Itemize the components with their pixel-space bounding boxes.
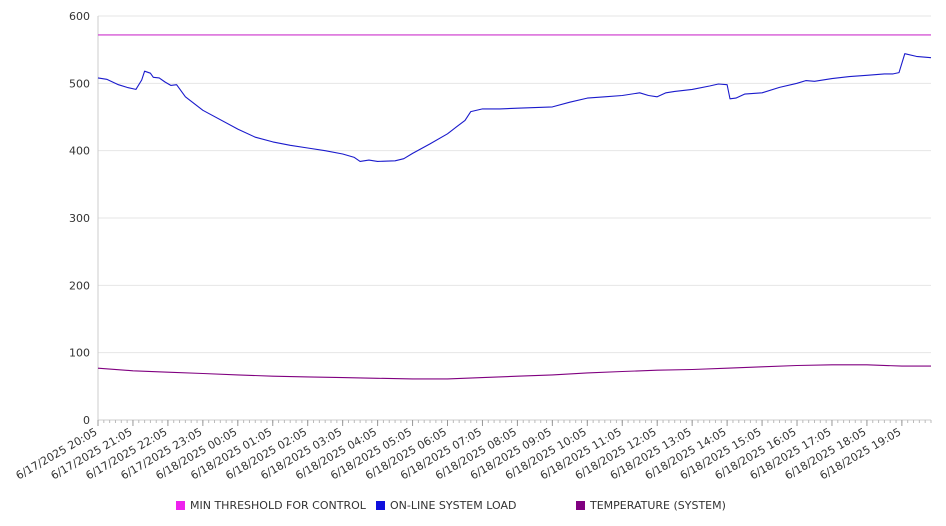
y-tick-label: 300 — [69, 212, 90, 225]
legend: MIN THRESHOLD FOR CONTROL ON-LINE SYSTEM … — [176, 499, 726, 512]
legend-swatch-2 — [376, 501, 385, 510]
legend-swatch-1 — [176, 501, 185, 510]
series-line-3 — [97, 364, 931, 380]
legend-label-2: ON-LINE SYSTEM LOAD — [390, 499, 516, 512]
x-axis: 6/17/2025 20:056/17/2025 21:056/17/2025 … — [14, 419, 932, 482]
y-tick-label: 400 — [69, 145, 90, 158]
legend-swatch-3 — [576, 501, 585, 510]
y-tick-label: 500 — [69, 77, 90, 90]
y-tick-label: 600 — [69, 10, 90, 23]
gridlines — [98, 15, 931, 354]
legend-label-3: TEMPERATURE (SYSTEM) — [589, 499, 726, 512]
series-lines — [97, 34, 932, 380]
y-tick-label: 200 — [69, 279, 90, 292]
y-axis: 0 100 200 300 400 500 600 — [69, 10, 99, 427]
y-tick-label: 0 — [83, 414, 90, 427]
series-line-2 — [97, 53, 932, 162]
legend-label-1: MIN THRESHOLD FOR CONTROL — [190, 499, 367, 512]
y-tick-label: 100 — [69, 347, 90, 360]
